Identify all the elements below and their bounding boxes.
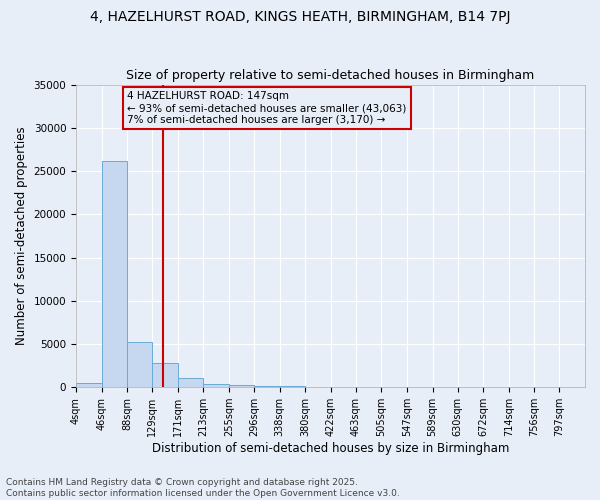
Text: 4 HAZELHURST ROAD: 147sqm
← 93% of semi-detached houses are smaller (43,063)
7% : 4 HAZELHURST ROAD: 147sqm ← 93% of semi-… xyxy=(127,92,407,124)
Bar xyxy=(101,160,127,387)
Text: 4, HAZELHURST ROAD, KINGS HEATH, BIRMINGHAM, B14 7PJ: 4, HAZELHURST ROAD, KINGS HEATH, BIRMING… xyxy=(90,10,510,24)
Bar xyxy=(203,384,229,387)
Title: Size of property relative to semi-detached houses in Birmingham: Size of property relative to semi-detach… xyxy=(127,69,535,82)
Bar xyxy=(76,383,101,387)
Bar xyxy=(127,342,152,387)
Bar xyxy=(254,386,280,387)
X-axis label: Distribution of semi-detached houses by size in Birmingham: Distribution of semi-detached houses by … xyxy=(152,442,509,455)
Bar xyxy=(280,386,305,387)
Bar xyxy=(152,363,178,387)
Text: Contains HM Land Registry data © Crown copyright and database right 2025.
Contai: Contains HM Land Registry data © Crown c… xyxy=(6,478,400,498)
Bar xyxy=(178,378,203,387)
Bar xyxy=(229,386,254,387)
Y-axis label: Number of semi-detached properties: Number of semi-detached properties xyxy=(15,126,28,345)
